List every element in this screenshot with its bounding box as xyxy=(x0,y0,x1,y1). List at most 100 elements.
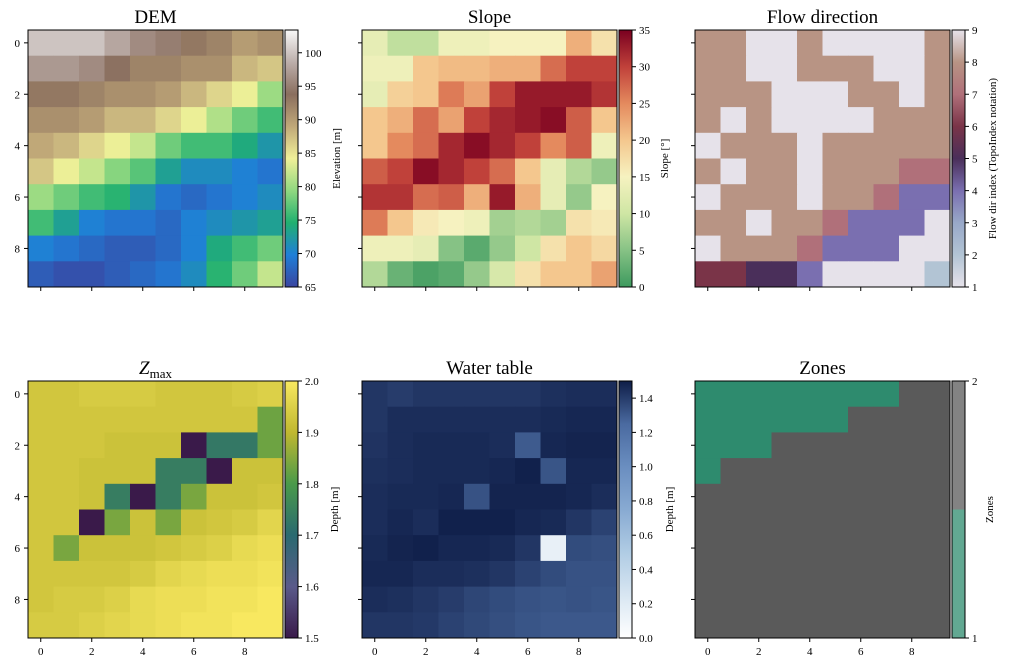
heatmap-cell xyxy=(746,158,772,185)
heatmap-cell xyxy=(720,184,747,211)
heatmap-cell xyxy=(362,30,388,57)
heatmap-cell xyxy=(362,612,388,639)
heatmap-cell xyxy=(28,381,54,408)
heatmap-cell xyxy=(720,509,747,536)
heatmap-cell xyxy=(53,535,80,562)
heatmap-cell xyxy=(257,612,284,639)
heatmap-cell xyxy=(771,586,798,613)
colorbar-frame xyxy=(618,29,633,288)
heatmap-cell xyxy=(540,184,567,211)
heatmap-cell xyxy=(387,406,414,433)
heatmap-cell xyxy=(464,235,490,262)
heatmap-cell xyxy=(848,586,874,613)
heatmap-cell xyxy=(232,30,258,57)
heatmap-cell xyxy=(257,586,284,613)
heatmap-cell xyxy=(899,261,925,288)
heatmap-cell xyxy=(79,535,105,562)
heatmap-cell xyxy=(413,209,439,236)
colorbar-tick-label: 9 xyxy=(972,25,978,37)
heatmap-cell xyxy=(206,261,233,288)
heatmap-cell xyxy=(899,209,925,236)
colorbar-label: Zones xyxy=(984,496,996,523)
heatmap-cell xyxy=(873,560,900,587)
heatmap-cell xyxy=(591,458,618,485)
heatmap-cell xyxy=(53,261,80,288)
heatmap-cell xyxy=(155,132,182,159)
panel-title: Zones xyxy=(799,358,845,379)
heatmap-cell xyxy=(362,184,388,211)
heatmap-cell xyxy=(540,132,567,159)
heatmap-cell xyxy=(413,235,439,262)
heatmap-cell xyxy=(257,235,284,262)
heatmap-cell xyxy=(489,458,516,485)
colorbar-tick-label: 1.7 xyxy=(305,530,319,542)
heatmap-cell xyxy=(464,432,490,459)
heatmap-cell xyxy=(387,612,414,639)
heatmap-cell xyxy=(130,107,156,134)
heatmap-cell xyxy=(181,432,207,459)
heatmap-cell xyxy=(695,261,721,288)
heatmap-cell xyxy=(155,560,182,587)
heatmap-cell xyxy=(695,381,721,408)
heatmap-cell xyxy=(438,158,465,185)
heatmap-cell xyxy=(924,458,951,485)
heatmap-cell xyxy=(695,406,721,433)
heatmap-cell xyxy=(104,261,131,288)
heatmap-cell xyxy=(771,406,798,433)
heatmap-cell xyxy=(438,432,465,459)
heatmap-cell xyxy=(771,560,798,587)
heatmap-cell xyxy=(387,535,414,562)
heatmap-cell xyxy=(362,432,388,459)
heatmap-cell xyxy=(822,509,849,536)
heatmap-cell xyxy=(232,235,258,262)
heatmap-cell xyxy=(362,483,388,510)
y-tick-label: 6 xyxy=(15,543,21,555)
heatmap-cell xyxy=(489,509,516,536)
heatmap-cell xyxy=(848,209,874,236)
colorbar-tick-label: 25 xyxy=(639,98,651,110)
heatmap-cell xyxy=(848,612,874,639)
heatmap-cell xyxy=(566,261,592,288)
heatmap-cell xyxy=(130,30,156,57)
heatmap-cell xyxy=(206,184,233,211)
heatmap-cell xyxy=(387,586,414,613)
heatmap-cell xyxy=(899,406,925,433)
heatmap-cell xyxy=(464,158,490,185)
heatmap-cell xyxy=(924,81,951,108)
colorbar-tick-label: 3 xyxy=(972,218,978,230)
x-tick-label: 0 xyxy=(372,646,378,658)
axes-frame xyxy=(27,380,284,639)
heatmap-cell xyxy=(104,432,131,459)
heatmap-cell xyxy=(515,132,541,159)
heatmap-cell xyxy=(797,235,823,262)
heatmap-cell xyxy=(848,158,874,185)
heatmap-cell xyxy=(232,535,258,562)
heatmap-cell xyxy=(515,184,541,211)
title-text: Water table xyxy=(446,358,533,379)
colorbar-frame xyxy=(618,380,633,639)
heatmap-cell xyxy=(362,381,388,408)
heatmap-cell xyxy=(566,535,592,562)
heatmap-cell xyxy=(387,560,414,587)
heatmap-cell xyxy=(53,235,80,262)
heatmap-cell xyxy=(362,458,388,485)
heatmap-cell xyxy=(848,55,874,82)
heatmap-cell xyxy=(232,458,258,485)
heatmap-cell xyxy=(566,107,592,134)
heatmap-cell xyxy=(104,184,131,211)
axes-frame xyxy=(27,29,284,288)
heatmap-cell xyxy=(257,406,284,433)
heatmap-cell xyxy=(489,235,516,262)
y-tick-label: 2 xyxy=(15,440,21,452)
y-tick-label: 2 xyxy=(15,89,21,101)
heatmap-cell xyxy=(104,509,131,536)
heatmap-cell xyxy=(924,586,951,613)
heatmap-cell xyxy=(104,560,131,587)
heatmap-cell xyxy=(566,30,592,57)
heatmap-cell xyxy=(181,55,207,82)
heatmap-cell xyxy=(464,55,490,82)
heatmap-cell xyxy=(155,209,182,236)
heatmap-cell xyxy=(899,55,925,82)
heatmap-cell xyxy=(387,483,414,510)
heatmap-cell xyxy=(257,381,284,408)
